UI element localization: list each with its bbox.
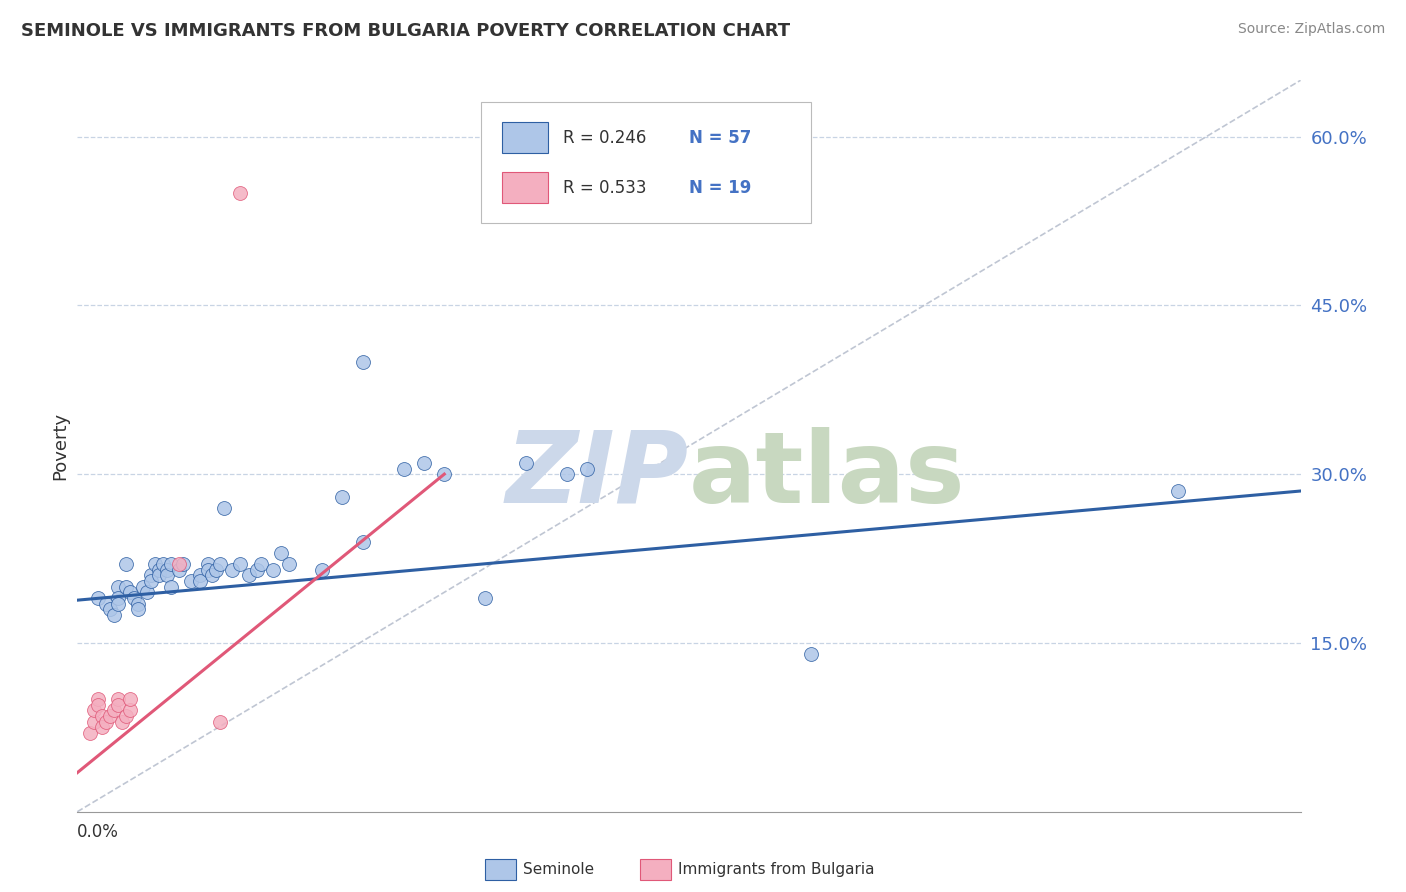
Point: [148, 568, 170, 582]
Point: [212, 500, 235, 515]
Point: [433, 467, 456, 482]
Point: [115, 709, 138, 723]
Point: [127, 597, 149, 611]
Point: [262, 563, 284, 577]
Point: [87, 692, 110, 706]
Point: [197, 563, 219, 577]
Point: [143, 557, 166, 571]
Point: [250, 557, 273, 571]
Point: [131, 580, 153, 594]
Point: [107, 580, 129, 594]
Y-axis label: Poverty: Poverty: [51, 412, 69, 480]
Point: [352, 534, 374, 549]
Point: [115, 580, 138, 594]
Point: [120, 585, 142, 599]
Point: [107, 591, 129, 605]
Point: [229, 557, 252, 571]
FancyBboxPatch shape: [481, 103, 811, 223]
Point: [139, 568, 162, 582]
Point: [555, 467, 578, 482]
Point: [270, 546, 292, 560]
Point: [188, 574, 211, 588]
Point: [474, 591, 496, 605]
Point: [172, 557, 194, 571]
Point: [332, 490, 354, 504]
Point: [90, 709, 112, 723]
Point: [107, 698, 129, 712]
Point: [120, 692, 142, 706]
Point: [1167, 483, 1189, 498]
Point: [98, 709, 121, 723]
Point: [124, 591, 146, 605]
Point: [107, 597, 129, 611]
Point: [139, 574, 162, 588]
Point: [160, 580, 183, 594]
Point: [169, 563, 191, 577]
Point: [169, 557, 191, 571]
Text: Source: ZipAtlas.com: Source: ZipAtlas.com: [1237, 22, 1385, 37]
Point: [208, 557, 231, 571]
Point: [156, 563, 179, 577]
Point: [148, 563, 170, 577]
Point: [111, 714, 134, 729]
Point: [156, 568, 179, 582]
Point: [515, 456, 537, 470]
Text: ZIP: ZIP: [506, 426, 689, 524]
Text: SEMINOLE VS IMMIGRANTS FROM BULGARIA POVERTY CORRELATION CHART: SEMINOLE VS IMMIGRANTS FROM BULGARIA POV…: [21, 22, 790, 40]
Point: [94, 597, 117, 611]
Text: N = 57: N = 57: [689, 128, 751, 146]
Point: [83, 714, 105, 729]
Point: [180, 574, 202, 588]
Point: [120, 703, 142, 717]
Point: [392, 461, 415, 475]
Point: [238, 568, 260, 582]
Point: [201, 568, 224, 582]
Point: [98, 602, 121, 616]
Point: [278, 557, 301, 571]
Point: [103, 703, 125, 717]
Point: [205, 563, 228, 577]
Point: [229, 186, 252, 200]
Point: [90, 720, 112, 734]
Text: 0.0%: 0.0%: [77, 822, 120, 840]
Point: [87, 591, 110, 605]
Point: [127, 602, 149, 616]
Text: atlas: atlas: [689, 426, 966, 524]
Text: R = 0.246: R = 0.246: [562, 128, 647, 146]
Point: [107, 692, 129, 706]
Point: [576, 461, 599, 475]
Point: [221, 563, 243, 577]
Point: [246, 563, 269, 577]
Point: [115, 557, 138, 571]
FancyBboxPatch shape: [502, 171, 548, 203]
Text: R = 0.533: R = 0.533: [562, 178, 647, 196]
Text: Immigrants from Bulgaria: Immigrants from Bulgaria: [678, 863, 875, 877]
Point: [94, 714, 117, 729]
Point: [311, 563, 333, 577]
Point: [413, 456, 436, 470]
Point: [79, 726, 101, 740]
Point: [135, 585, 157, 599]
Text: N = 19: N = 19: [689, 178, 751, 196]
Point: [208, 714, 231, 729]
FancyBboxPatch shape: [502, 121, 548, 153]
Point: [152, 557, 174, 571]
Point: [160, 557, 183, 571]
Point: [197, 557, 219, 571]
Point: [800, 647, 823, 661]
Point: [83, 703, 105, 717]
Point: [103, 607, 125, 622]
Text: Seminole: Seminole: [523, 863, 595, 877]
Point: [352, 354, 374, 368]
Point: [87, 698, 110, 712]
Point: [188, 568, 211, 582]
